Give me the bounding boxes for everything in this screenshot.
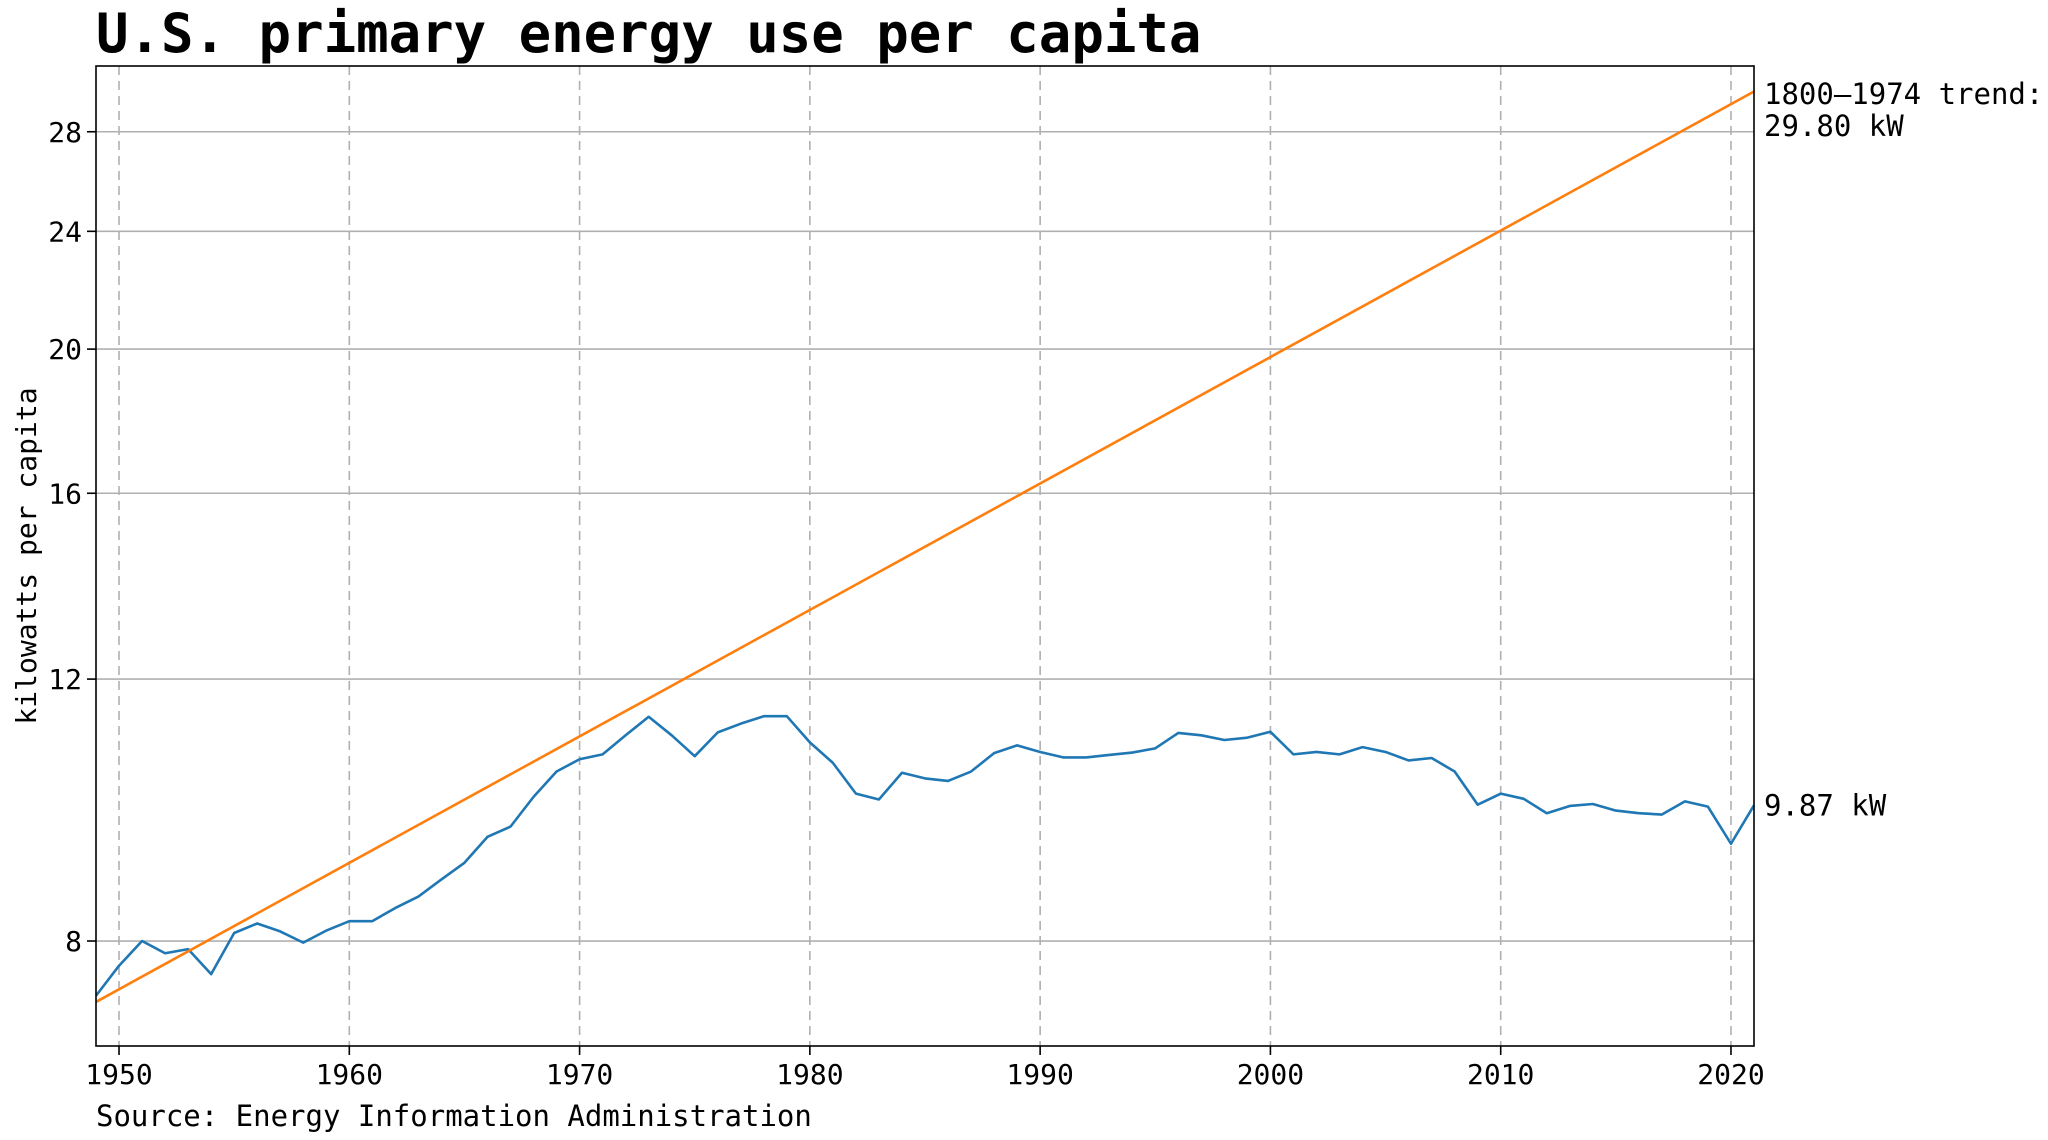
y-tick-label: 8: [65, 925, 82, 958]
x-tick-label: 2020: [1697, 1058, 1764, 1091]
y-tick-label: 28: [48, 116, 82, 149]
axis-ticks: 8 12 16 20 24 28 1950 1960 1970 1980 1990 2000 2010 2…: [48, 116, 1764, 1091]
y-tick-label: 20: [48, 333, 82, 366]
y-axis-label: kilowatts per capita: [10, 387, 43, 724]
series-layer: [94, 90, 1756, 1004]
chart-title: U.S. primary energy use per capita: [96, 2, 1201, 65]
y-tick-label: 16: [48, 477, 82, 510]
x-tick-label: 1950: [85, 1058, 152, 1091]
x-tick-label: 2000: [1237, 1058, 1304, 1091]
x-tick-label: 1980: [776, 1058, 843, 1091]
last-value-annotation: 9.87 kW: [1764, 788, 1887, 822]
x-tick-label: 1960: [316, 1058, 383, 1091]
grid: [96, 66, 1754, 1046]
x-tick-label: 1990: [1006, 1058, 1073, 1091]
y-tick-label: 12: [48, 663, 82, 696]
trend-annotation-line1: 1800–1974 trend:: [1764, 77, 2043, 111]
source-note: Source: Energy Information Administratio…: [96, 1099, 812, 1133]
x-tick-label: 1970: [546, 1058, 613, 1091]
trend-series-line: [95, 90, 1755, 1004]
plot-frame: [95, 65, 1755, 1047]
y-tick-label: 24: [48, 215, 82, 248]
trend-annotation-line2: 29.80 kW: [1764, 109, 1904, 143]
energy-use-series-line: [94, 714, 1756, 997]
x-tick-label: 2010: [1467, 1058, 1534, 1091]
